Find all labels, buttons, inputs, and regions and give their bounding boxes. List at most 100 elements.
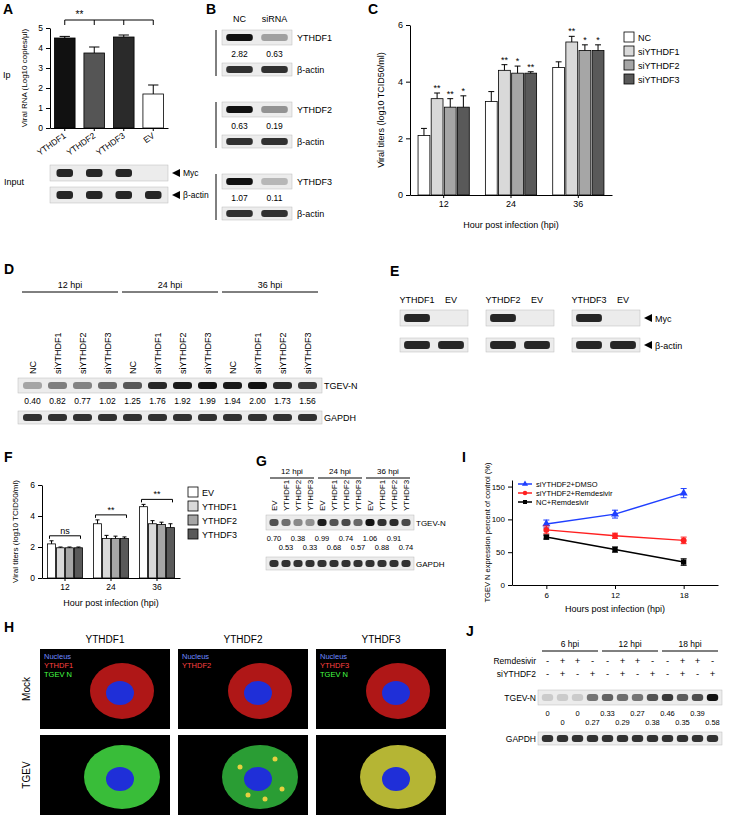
blot-band bbox=[341, 560, 350, 567]
tick-label: 2 bbox=[398, 134, 403, 144]
tick-label: 12 bbox=[439, 199, 449, 209]
axis: 0246 bbox=[398, 20, 411, 200]
panel-letter: I bbox=[462, 449, 466, 465]
bar bbox=[56, 548, 64, 578]
bar bbox=[418, 136, 430, 196]
bar bbox=[93, 524, 101, 578]
error-bar bbox=[142, 504, 146, 506]
bar bbox=[157, 525, 165, 578]
value-label: 1.02 bbox=[99, 396, 116, 406]
tick-label: 0 bbox=[398, 190, 403, 200]
legend-label: siYTHDF2 bbox=[638, 61, 680, 71]
legend-swatch bbox=[624, 32, 634, 42]
lane-label: NC bbox=[228, 361, 238, 374]
blot-band bbox=[173, 382, 192, 389]
tick-label: 0 bbox=[38, 123, 43, 133]
condition-label: siYTHDF2 bbox=[497, 669, 536, 679]
error-bar bbox=[148, 85, 158, 94]
value-label: 0.63 bbox=[266, 49, 283, 59]
blot-band bbox=[198, 414, 217, 421]
overlay-label: YTHDF3 bbox=[320, 661, 349, 670]
value-label: 0.29 bbox=[615, 718, 630, 727]
tick-label: 6 bbox=[398, 20, 403, 30]
axis: 050100150 bbox=[492, 481, 513, 591]
axis-title: TGEV N expression percent of control (%) bbox=[483, 462, 492, 603]
condition-sign: - bbox=[546, 655, 549, 666]
row-label: TGEV-N bbox=[324, 381, 358, 391]
condition-sign: - bbox=[606, 668, 609, 679]
blot-band bbox=[226, 210, 253, 217]
nucleus bbox=[382, 681, 410, 705]
pair-rule bbox=[216, 102, 217, 148]
blot-band bbox=[145, 191, 162, 199]
condition-sign: + bbox=[680, 655, 686, 666]
panel-letter: H bbox=[4, 619, 14, 635]
bar bbox=[120, 538, 128, 578]
blot-band bbox=[226, 178, 253, 185]
blot-band bbox=[98, 382, 117, 389]
error-bar bbox=[681, 559, 687, 566]
tick-mark bbox=[578, 195, 579, 198]
axis-line bbox=[51, 128, 169, 129]
axis: 0246 bbox=[30, 480, 42, 583]
blot-band bbox=[293, 519, 302, 526]
cell bbox=[228, 663, 292, 719]
group-rule bbox=[318, 478, 362, 479]
error-bar bbox=[543, 526, 549, 534]
blot-band bbox=[610, 341, 636, 349]
blot-band bbox=[48, 414, 67, 421]
legend-swatch bbox=[624, 46, 634, 56]
blot-membrane bbox=[266, 515, 414, 530]
tick-label: 4 bbox=[30, 511, 35, 521]
blot-membrane bbox=[222, 135, 292, 148]
micrograph bbox=[316, 735, 446, 815]
legend-swatch bbox=[188, 501, 198, 511]
lane-label: EV bbox=[318, 500, 327, 511]
tick: YTHDF1 bbox=[35, 128, 68, 158]
lane-label: siYTHDF1 bbox=[153, 332, 163, 374]
lane-label: siYTHDF2 bbox=[278, 332, 288, 374]
group-rule bbox=[270, 478, 314, 479]
error-bar bbox=[67, 547, 71, 549]
speckle bbox=[273, 757, 278, 762]
error-bar bbox=[58, 547, 62, 549]
marker bbox=[680, 488, 688, 495]
bar bbox=[566, 42, 578, 195]
figure: A012345YTHDF1YTHDF2YTHDF3EVViral RNA (Lo… bbox=[0, 0, 729, 821]
lane-label: siRNA bbox=[262, 14, 288, 24]
panel-letter: B bbox=[206, 1, 216, 17]
blot-band bbox=[662, 735, 673, 742]
bar bbox=[592, 51, 604, 196]
significance: ** bbox=[527, 62, 535, 72]
tick-label: 24 bbox=[506, 199, 516, 209]
tick: 3 bbox=[38, 63, 50, 73]
bar bbox=[166, 528, 174, 578]
group-rule bbox=[366, 478, 410, 479]
lane-label: siYTHDF3 bbox=[103, 332, 113, 374]
lane-label: YTHDF2 bbox=[342, 479, 351, 511]
value-label: 0.58 bbox=[705, 718, 720, 727]
axis-title: Viral titers (log10 TCID50/ml) bbox=[376, 52, 386, 168]
condition-sign: + bbox=[710, 668, 716, 679]
row-label: GAPDH bbox=[506, 734, 536, 744]
blot-band bbox=[123, 414, 142, 421]
value-label: 1.76 bbox=[149, 396, 166, 406]
blot-band bbox=[261, 138, 288, 145]
value-label: 0.91 bbox=[387, 534, 402, 543]
axis: 122436 bbox=[411, 195, 613, 209]
panel: A012345YTHDF1YTHDF2YTHDF3EVViral RNA (Lo… bbox=[3, 1, 169, 158]
tick-label: 12 bbox=[60, 582, 70, 592]
lane-label: YTHDF2 bbox=[294, 479, 303, 511]
marker bbox=[612, 547, 617, 552]
blot-membrane bbox=[222, 30, 292, 45]
blot-band bbox=[281, 560, 290, 567]
blot-band bbox=[329, 519, 338, 526]
value-label: 0.39 bbox=[690, 709, 705, 718]
significance: ** bbox=[447, 89, 455, 99]
blot-membrane bbox=[222, 207, 292, 220]
value-label: 1.94 bbox=[224, 396, 241, 406]
tick: YTHDF3 bbox=[94, 128, 127, 158]
value-label: 2.82 bbox=[231, 49, 248, 59]
blot-band bbox=[305, 519, 314, 526]
column-label: YTHDF1 bbox=[86, 634, 125, 645]
